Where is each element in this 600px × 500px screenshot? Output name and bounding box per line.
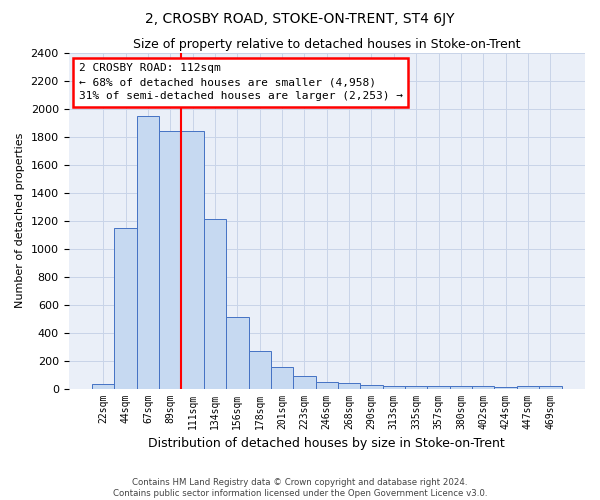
Bar — [361, 385, 383, 388]
Title: Size of property relative to detached houses in Stoke-on-Trent: Size of property relative to detached ho… — [133, 38, 521, 51]
Bar — [338, 383, 361, 388]
Bar — [181, 132, 204, 388]
Text: Contains HM Land Registry data © Crown copyright and database right 2024.
Contai: Contains HM Land Registry data © Crown c… — [113, 478, 487, 498]
Bar — [159, 132, 181, 388]
Bar — [472, 386, 494, 388]
X-axis label: Distribution of detached houses by size in Stoke-on-Trent: Distribution of detached houses by size … — [148, 437, 505, 450]
Text: 2, CROSBY ROAD, STOKE-ON-TRENT, ST4 6JY: 2, CROSBY ROAD, STOKE-ON-TRENT, ST4 6JY — [145, 12, 455, 26]
Bar — [450, 386, 472, 388]
Bar — [316, 382, 338, 388]
Bar — [494, 387, 517, 388]
Bar — [517, 386, 539, 388]
Bar — [539, 386, 562, 388]
Bar — [204, 220, 226, 388]
Bar — [383, 386, 405, 388]
Bar — [271, 367, 293, 388]
Y-axis label: Number of detached properties: Number of detached properties — [15, 133, 25, 308]
Bar — [427, 386, 450, 388]
Bar — [248, 351, 271, 389]
Bar — [226, 318, 248, 388]
Text: 2 CROSBY ROAD: 112sqm
← 68% of detached houses are smaller (4,958)
31% of semi-d: 2 CROSBY ROAD: 112sqm ← 68% of detached … — [79, 63, 403, 101]
Bar — [405, 386, 427, 388]
Bar — [92, 384, 115, 388]
Bar — [115, 228, 137, 388]
Bar — [137, 116, 159, 388]
Bar — [293, 376, 316, 388]
